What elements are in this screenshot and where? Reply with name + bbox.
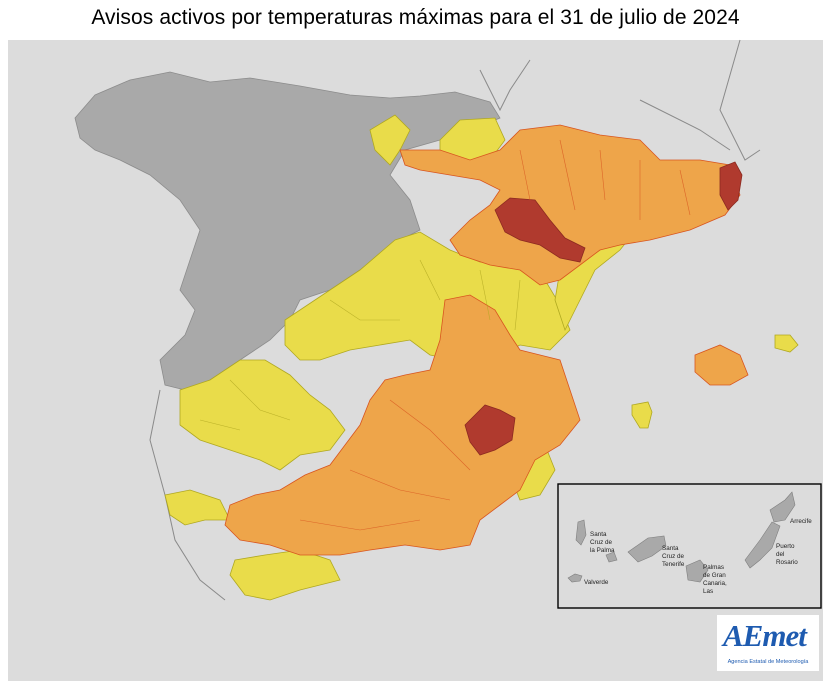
island-la-palma (575, 519, 587, 546)
island-gran-canaria (685, 559, 709, 583)
aemet-logo: AEmet Agencia Estatal de Meteorología (717, 615, 819, 671)
island-tenerife (627, 535, 667, 563)
label-santa-cruz-la-palma: Santa Cruz de la Palma (590, 531, 615, 554)
label-valverde: Valverde (584, 579, 609, 586)
label-arrecife: Arrecife (790, 518, 812, 525)
aemet-logo-subtitle: Agencia Estatal de Meteorología (727, 659, 809, 665)
island-el-hierro (567, 573, 583, 583)
label-santa-cruz-tenerife: Santa Cruz de Tenerife (662, 545, 685, 568)
island-la-gomera (605, 551, 618, 563)
label-puerto-del-rosario: Puerto del Rosario (776, 543, 798, 566)
canary-inset: Santa Cruz de la Palma Valverde Santa Cruz… (557, 483, 822, 609)
map-title: Avisos activos por temperaturas máximas … (91, 6, 740, 29)
neighbor-borders (149, 39, 761, 601)
label-las-palmas: Palmas de Gran Canaria, Las (703, 564, 727, 595)
island-fuerteventura (744, 521, 781, 569)
orange-zones (224, 124, 749, 556)
island-lanzarote (769, 491, 796, 523)
aemet-logo-word: AEmet (723, 618, 807, 653)
red-zones (464, 161, 743, 456)
yellow-district-lines (199, 259, 521, 431)
district-lines (299, 139, 691, 531)
